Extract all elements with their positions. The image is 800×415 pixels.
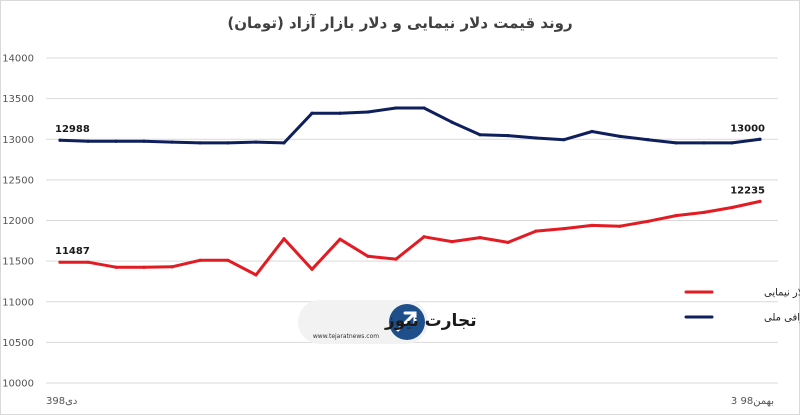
watermark-arrowhead-icon: [403, 311, 417, 325]
x-axis-labels: 3دی98 3 بهمن98: [46, 396, 774, 407]
data-point: [702, 210, 706, 214]
data-labels: 11487 12235 12988 13000: [55, 123, 765, 257]
y-axis-ticks: 10000 10500 11000 11500 12000 12500 13000 13500…: [2, 54, 34, 390]
data-point: [226, 258, 230, 262]
data-point: [730, 141, 734, 145]
data-point: [366, 254, 370, 258]
data-label-last: 13000: [730, 123, 765, 134]
data-point: [422, 106, 426, 110]
data-point: [758, 137, 762, 141]
x-axis-start-label: 3دی98: [46, 396, 77, 407]
data-point: [310, 267, 314, 271]
data-label-first: 12988: [55, 124, 90, 135]
data-point: [590, 129, 594, 134]
watermark-brand: تجارت نیوز: [384, 311, 477, 331]
data-point: [86, 260, 90, 264]
data-point: [114, 265, 118, 269]
data-point: [170, 140, 174, 144]
data-point: [394, 257, 398, 261]
data-label-last: 12235: [730, 185, 765, 196]
data-point: [86, 139, 90, 143]
data-point: [450, 240, 454, 244]
data-point: [338, 111, 342, 115]
data-point: [646, 219, 650, 223]
data-point: [58, 138, 62, 142]
data-point: [282, 141, 286, 145]
data-point: [674, 214, 678, 218]
data-point: [58, 260, 62, 264]
data-point: [562, 138, 566, 142]
data-point: [338, 237, 342, 241]
x-axis-end-label: 3 بهمن98: [731, 396, 774, 407]
legend-label: دلار صرافی ملی: [764, 313, 800, 324]
data-point: [618, 134, 622, 139]
data-point: [226, 141, 230, 145]
data-point: [478, 235, 482, 240]
data-point: [618, 224, 622, 228]
data-point: [254, 273, 258, 277]
data-point: [702, 141, 706, 145]
y-tick-label: 10000: [2, 379, 34, 390]
data-point: [142, 265, 146, 269]
data-point: [394, 106, 398, 110]
data-point: [646, 138, 650, 142]
watermark-logo: تجارت نیوز www.tejaratnews.com: [298, 300, 477, 344]
data-label-first: 11487: [55, 246, 90, 257]
data-point: [198, 141, 202, 145]
legend-label: دلار نیمایی: [764, 288, 800, 299]
data-point: [562, 227, 566, 231]
data-point: [282, 237, 286, 241]
data-point: [506, 133, 510, 138]
data-point: [450, 120, 454, 124]
data-point: [506, 240, 510, 245]
data-point: [198, 258, 202, 262]
series-line: [58, 106, 762, 145]
watermark-url: www.tejaratnews.com: [313, 333, 379, 340]
watermark-arrow-icon: [396, 312, 416, 332]
data-point: [114, 139, 118, 143]
data-point: [422, 235, 426, 239]
chart-title: روند قیمت دلار نیمایی و دلار بازار آزاد …: [227, 14, 573, 32]
y-tick-label: 12000: [2, 216, 34, 227]
data-point: [142, 139, 146, 143]
y-tick-label: 13000: [2, 135, 34, 146]
y-tick-label: 11500: [2, 257, 34, 268]
data-point: [310, 111, 314, 115]
y-tick-label: 11000: [2, 297, 34, 308]
legend: دلار نیمایی دلار صرافی ملی: [684, 288, 800, 324]
data-point: [170, 265, 174, 269]
data-point: [674, 141, 678, 145]
y-tick-label: 13500: [2, 94, 34, 105]
data-point: [478, 133, 482, 137]
y-tick-label: 14000: [2, 54, 34, 65]
series-lines: [58, 106, 762, 277]
data-point: [534, 136, 538, 140]
y-tick-label: 10500: [2, 338, 34, 349]
data-point: [590, 223, 594, 227]
series-line: [58, 199, 762, 277]
data-point: [534, 229, 538, 233]
data-point: [730, 205, 734, 210]
data-point: [366, 110, 370, 114]
data-point: [758, 199, 762, 204]
y-tick-label: 12500: [2, 175, 34, 186]
data-point: [254, 140, 258, 144]
